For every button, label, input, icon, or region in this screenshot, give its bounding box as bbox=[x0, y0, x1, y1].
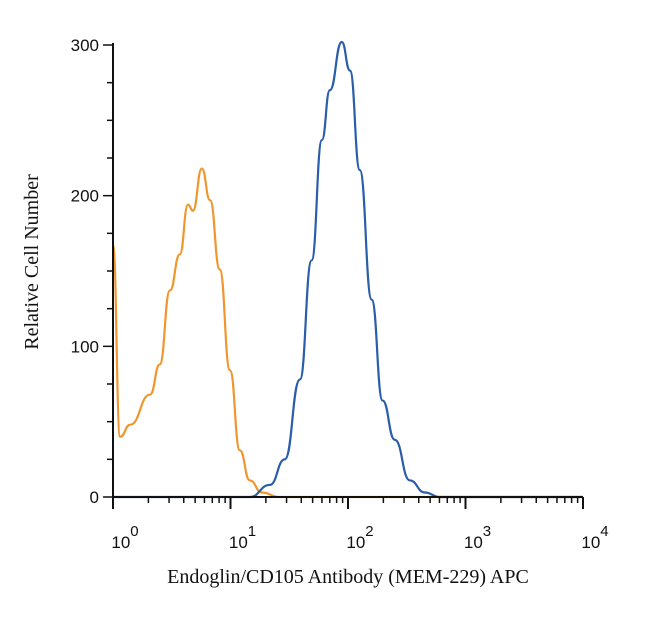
x-tick-label: 101 bbox=[229, 523, 256, 552]
x-tick-label: 104 bbox=[581, 523, 608, 552]
x-tick-label: 102 bbox=[346, 523, 373, 552]
series-layer bbox=[111, 40, 584, 499]
x-tick-label: 100 bbox=[111, 523, 138, 552]
series-line-1 bbox=[113, 40, 584, 499]
y-tick-label: 100 bbox=[71, 337, 99, 356]
axes-layer: 0 100 200 300 100 101 102 103 104 bbox=[71, 36, 609, 552]
series-line-0 bbox=[111, 167, 584, 499]
y-axis-title: Relative Cell Number bbox=[21, 174, 43, 350]
x-tick-label: 103 bbox=[464, 523, 491, 552]
y-tick-label: 0 bbox=[90, 488, 99, 507]
x-axis-title: Endoglin/CD105 Antibody (MEM-229) APC bbox=[167, 566, 529, 588]
y-tick-label: 200 bbox=[71, 187, 99, 206]
y-tick-label: 300 bbox=[71, 36, 99, 55]
